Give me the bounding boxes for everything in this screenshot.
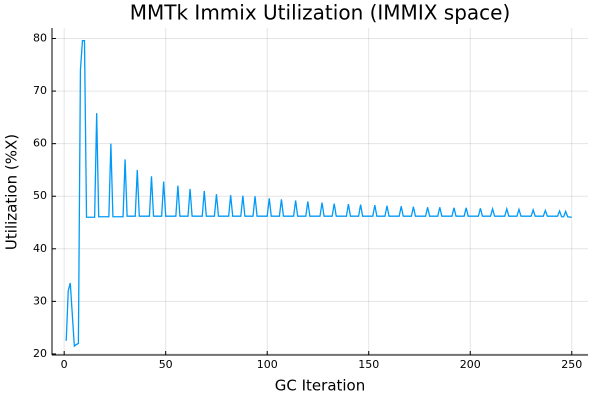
x-tick-label: 150 (358, 358, 379, 371)
y-tick-label: 20 (33, 347, 47, 360)
y-tick-label: 30 (33, 294, 47, 307)
y-tick-label: 80 (33, 32, 47, 45)
y-tick-label: 40 (33, 242, 47, 255)
data-line (65, 39, 572, 348)
x-tick-label: 200 (460, 358, 481, 371)
y-tick-label: 60 (33, 137, 47, 150)
x-tick-label: 0 (61, 358, 68, 371)
y-tick-label: 70 (33, 84, 47, 97)
x-tick-label: 50 (159, 358, 173, 371)
x-tick-label: 250 (561, 358, 582, 371)
y-tick-label: 50 (33, 189, 47, 202)
x-tick-label: 100 (257, 358, 278, 371)
x-axis-label: GC Iteration (275, 377, 366, 395)
y-axis-label: Utilization (%X) (3, 134, 21, 250)
chart-title: MMTk Immix Utilization (IMMIX space) (130, 1, 511, 25)
